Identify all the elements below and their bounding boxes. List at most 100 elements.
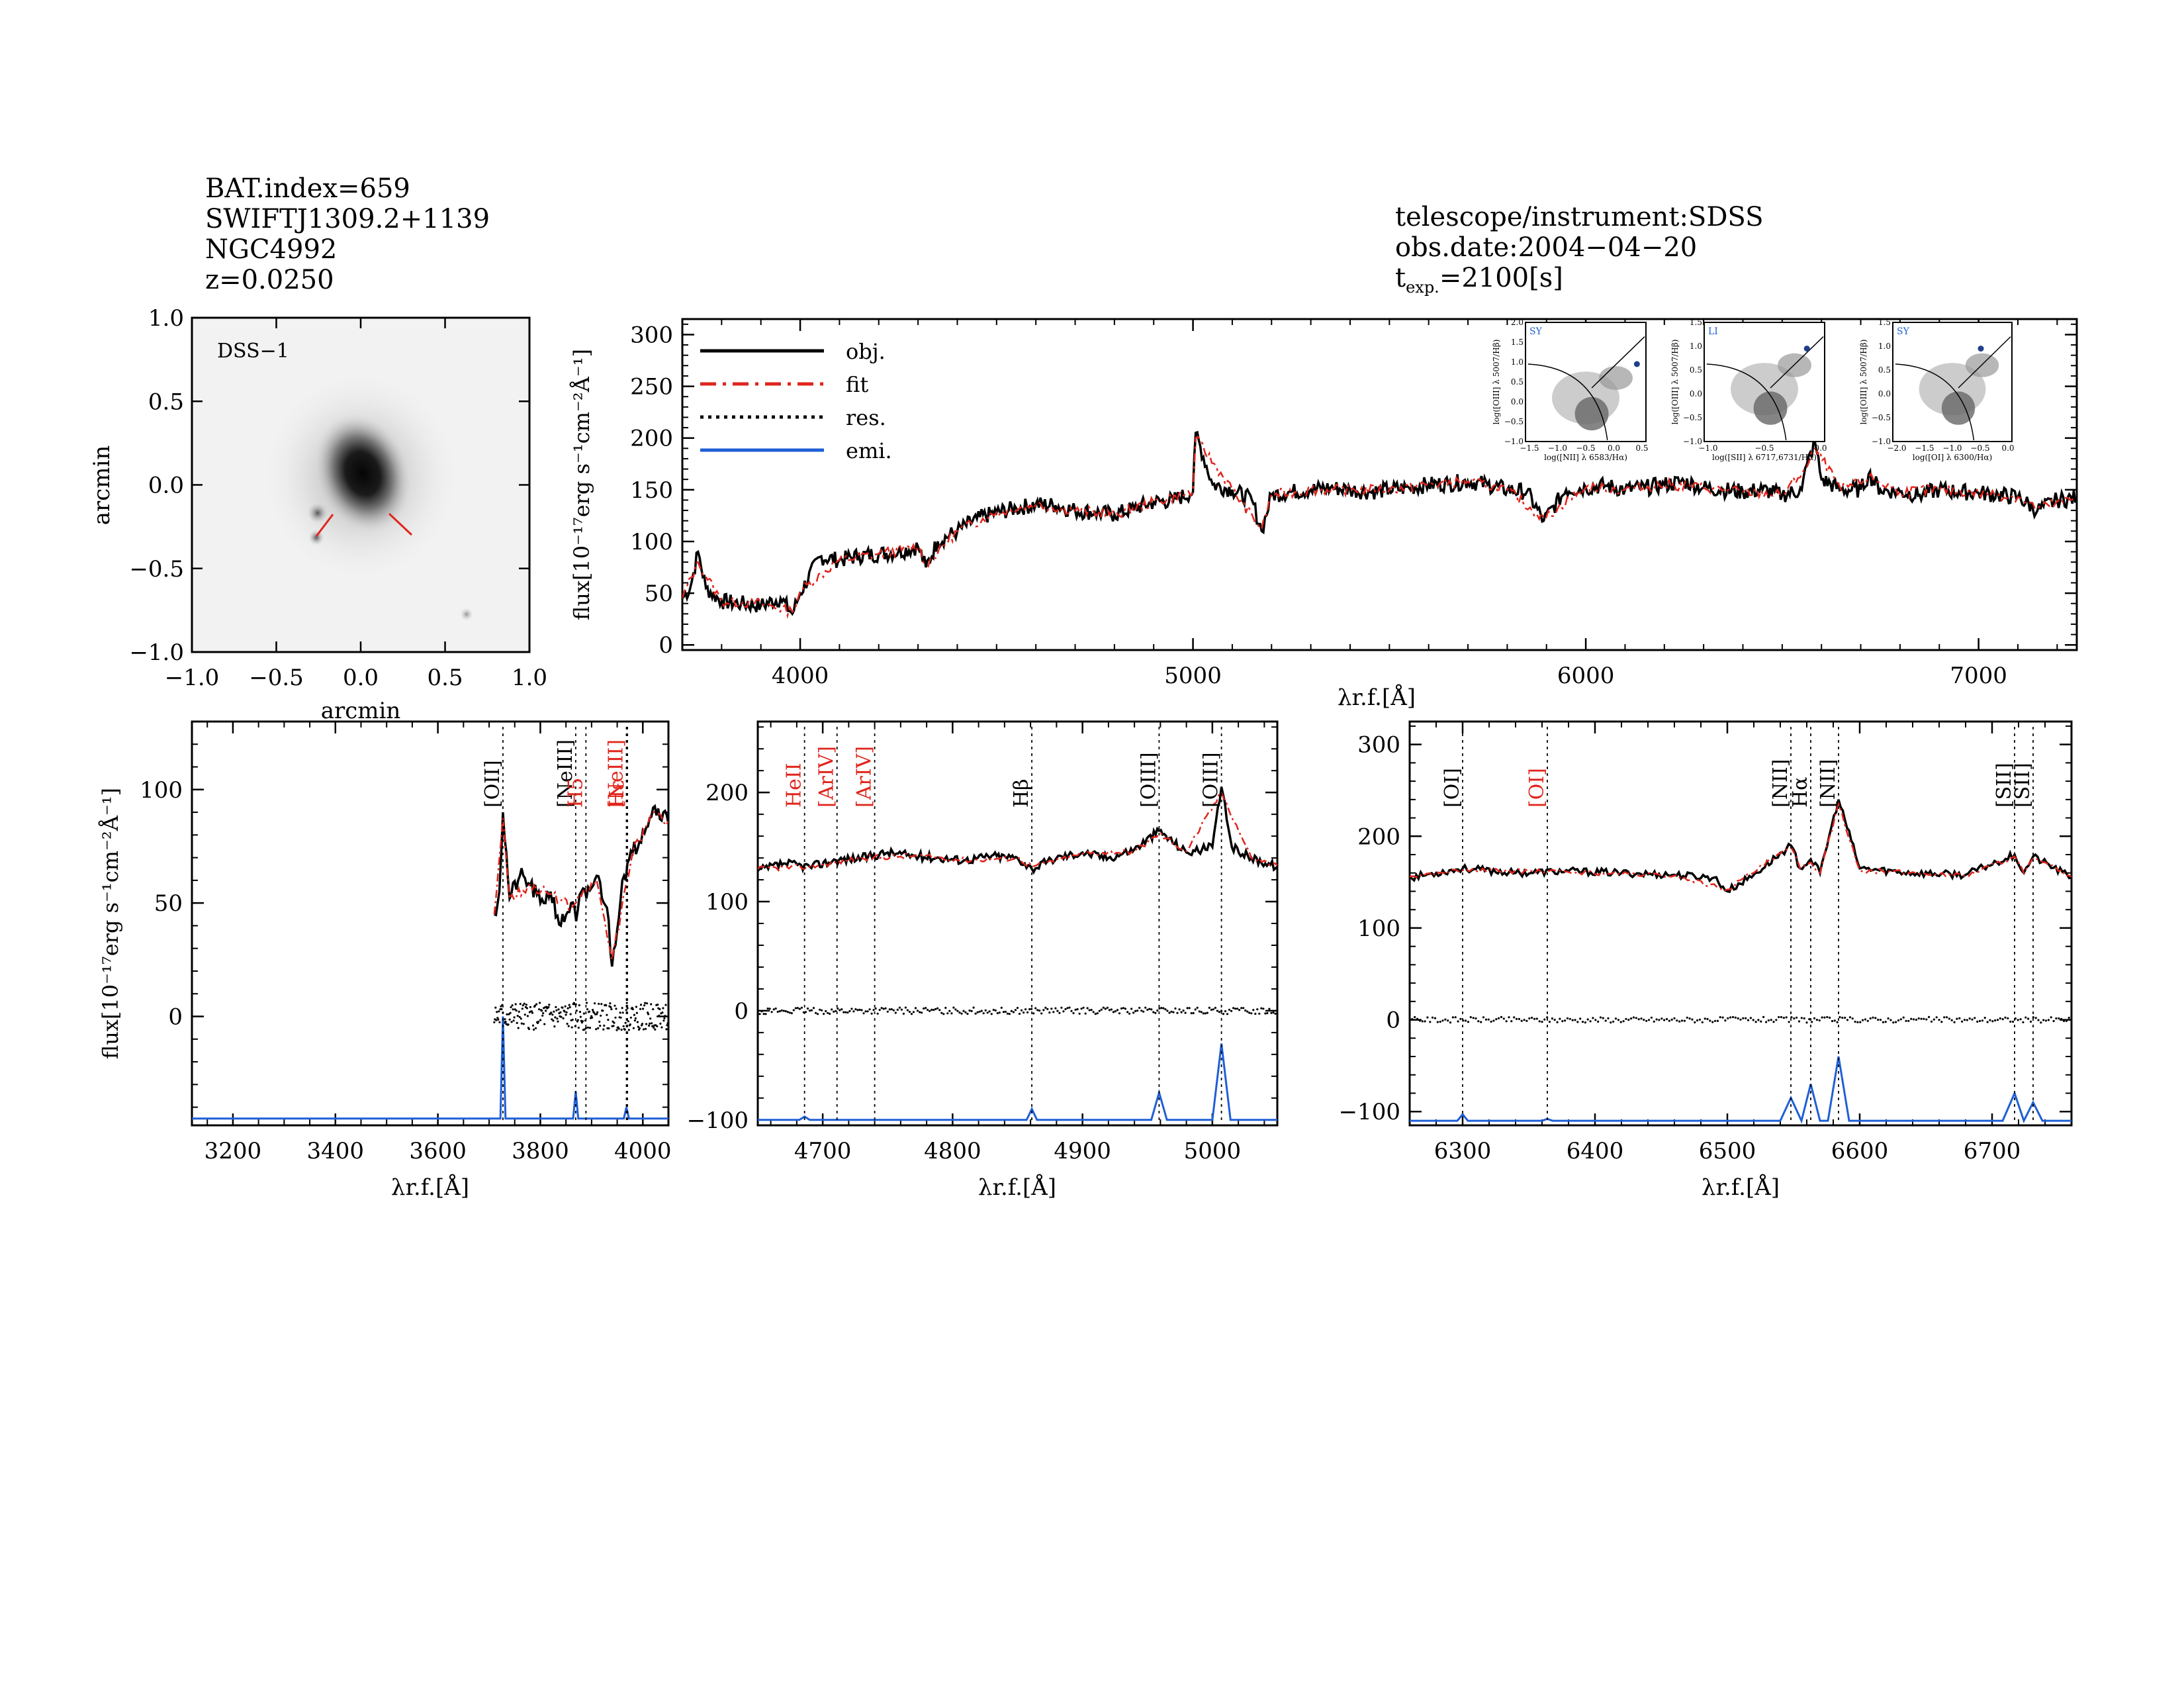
residual-point xyxy=(504,1018,506,1021)
zoom-panel-4800: 4700 4800 4900 5000 −100 0 100 200 HeII [ArIV] [A… xyxy=(687,720,1279,1201)
residual-point xyxy=(888,1008,891,1011)
residual-point xyxy=(541,1009,543,1012)
image-ylabel: arcmin xyxy=(89,445,115,526)
residual-point xyxy=(1484,1018,1487,1021)
residual-point xyxy=(522,1023,525,1025)
residual-point xyxy=(665,1028,668,1031)
residual-point xyxy=(1206,1011,1208,1014)
residual-point xyxy=(1961,1020,1964,1023)
line-label: [OI] xyxy=(1525,768,1549,808)
residual-point xyxy=(1831,1019,1834,1023)
residual-point xyxy=(516,1021,518,1024)
residual-point xyxy=(974,1012,977,1015)
residual-point xyxy=(984,1009,987,1011)
residual-point xyxy=(827,1011,829,1014)
residual-point xyxy=(815,1011,817,1014)
residual-point xyxy=(1826,1015,1829,1019)
residual-point xyxy=(1082,1006,1085,1009)
residual-point xyxy=(500,1008,503,1011)
inset-ylabel: log([OIII] λ 5007/Hβ) xyxy=(1492,340,1501,425)
residual-point xyxy=(548,1004,551,1006)
residual-point xyxy=(1444,1018,1447,1021)
residual-point xyxy=(1044,1006,1047,1009)
residual-point xyxy=(1140,1009,1143,1012)
inset-density-core xyxy=(1941,391,1976,425)
residual-point xyxy=(1030,1008,1033,1010)
residual-point xyxy=(576,1019,579,1021)
residual-point xyxy=(1086,1007,1089,1009)
residual-point xyxy=(1234,1008,1237,1010)
residual-point xyxy=(531,1024,535,1027)
residual-point xyxy=(946,1012,949,1015)
residual-point xyxy=(547,1006,550,1009)
residual-point xyxy=(621,1011,624,1014)
series-res xyxy=(1410,1015,2070,1024)
residual-point xyxy=(565,1011,568,1013)
residual-point xyxy=(1663,1019,1666,1021)
residual-point xyxy=(1018,1012,1021,1015)
residual-point xyxy=(948,1009,951,1012)
residual-point xyxy=(1948,1017,1950,1020)
residual-point xyxy=(1523,1019,1525,1021)
residual-point xyxy=(1170,1010,1173,1013)
residual-point xyxy=(1515,1017,1518,1020)
residual-point xyxy=(906,1009,909,1011)
residual-point xyxy=(968,1009,971,1012)
residual-point xyxy=(1447,1019,1449,1022)
residual-point xyxy=(612,1020,614,1023)
residual-point xyxy=(1418,1019,1421,1022)
y-tick-label: −100 xyxy=(687,1107,749,1134)
residual-point xyxy=(1767,1019,1770,1022)
residual-point xyxy=(1655,1018,1658,1021)
residual-point xyxy=(602,1028,605,1031)
residual-point xyxy=(662,1007,664,1009)
residual-point xyxy=(1734,1016,1737,1019)
residual-point xyxy=(1188,1007,1191,1009)
residual-point xyxy=(1594,1019,1597,1021)
residual-point xyxy=(1935,1016,1938,1019)
residual-point xyxy=(651,1022,653,1025)
residual-point xyxy=(1244,1009,1247,1012)
residual-point xyxy=(2068,1016,2070,1019)
residual-point xyxy=(1224,1010,1227,1013)
residual-point xyxy=(921,1011,923,1014)
inset-y-tick-label: −1.0 xyxy=(1504,437,1524,446)
residual-point xyxy=(543,1023,546,1025)
residual-point xyxy=(1676,1019,1678,1022)
residual-point xyxy=(1274,1012,1277,1015)
inset-y-tick-label: −1.0 xyxy=(1872,437,1891,446)
residual-point xyxy=(1874,1017,1877,1019)
residual-point xyxy=(1958,1017,1961,1019)
residual-point xyxy=(622,1025,625,1027)
residual-point xyxy=(1178,1008,1181,1011)
residual-point xyxy=(1811,1021,1813,1023)
residual-point xyxy=(1760,1020,1762,1023)
residual-point xyxy=(1862,1019,1864,1021)
residual-point xyxy=(1925,1018,1928,1021)
residual-point xyxy=(1204,1012,1206,1015)
residual-point xyxy=(1176,1011,1179,1014)
residual-point xyxy=(639,1004,643,1006)
zoom1-axes: 3200 3400 3600 3800 4000 0 50 100 xyxy=(140,721,672,1164)
residual-point xyxy=(1956,1017,1958,1020)
residual-point xyxy=(495,1019,498,1021)
residual-point xyxy=(854,1008,857,1011)
residual-point xyxy=(1778,1015,1780,1019)
residual-point xyxy=(1198,1010,1201,1013)
series-res xyxy=(493,1002,668,1031)
residual-point xyxy=(2017,1019,2019,1021)
residual-point xyxy=(520,1017,522,1020)
residual-point xyxy=(637,1025,640,1028)
residual-point xyxy=(972,1006,975,1009)
residual-point xyxy=(644,1002,647,1004)
inset-class-tag: SY xyxy=(1897,326,1910,337)
line-label: Hβ xyxy=(1010,778,1033,808)
residual-point xyxy=(506,1013,508,1015)
residual-point xyxy=(856,1009,859,1011)
residual-point xyxy=(1754,1021,1757,1023)
redshift: z=0.0250 xyxy=(205,265,334,295)
residual-point xyxy=(1579,1017,1582,1020)
residual-point xyxy=(894,1011,897,1014)
residual-point xyxy=(1136,1009,1139,1012)
residual-point xyxy=(876,1012,879,1015)
